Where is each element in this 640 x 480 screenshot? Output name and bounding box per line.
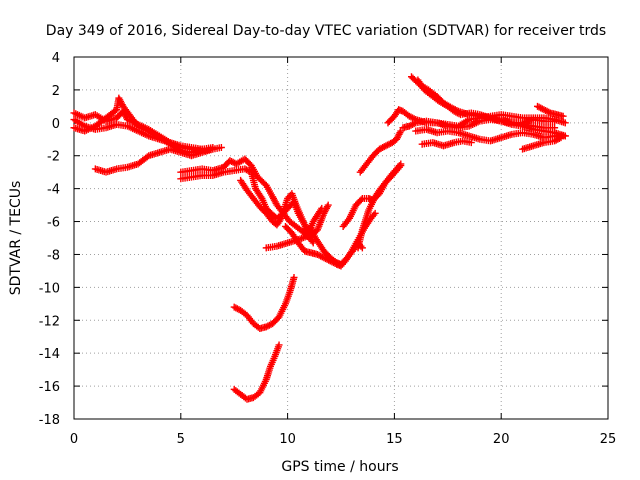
series-track-k <box>339 160 405 230</box>
x-tick-label: 10 <box>279 432 296 447</box>
data-point <box>397 160 405 168</box>
data-point <box>209 145 217 153</box>
series-track-r <box>418 137 475 150</box>
x-axis-label: GPS time / hours <box>281 459 398 475</box>
data-point <box>357 196 365 204</box>
data-point <box>555 134 563 142</box>
x-tick-label: 20 <box>493 432 510 447</box>
y-tick-label: -4 <box>47 183 60 198</box>
data-point <box>371 209 379 217</box>
y-tick-label: -2 <box>47 150 60 165</box>
series-track-l <box>356 127 405 176</box>
y-tick-label: -10 <box>39 281 60 296</box>
x-tick-label: 25 <box>600 432 617 447</box>
series-track-b <box>70 116 206 153</box>
y-tick-label: -8 <box>47 248 60 263</box>
data-point <box>275 341 283 349</box>
series-track-f <box>177 155 332 242</box>
data-point <box>561 119 569 127</box>
x-tick-label: 15 <box>386 432 403 447</box>
x-tick-labels: 0 5 10 15 20 25 <box>70 432 616 447</box>
data-point <box>561 132 569 140</box>
y-tick-label: -14 <box>39 347 60 362</box>
data-point <box>557 134 565 142</box>
series-track-q <box>412 125 569 145</box>
series-track-p <box>414 76 559 132</box>
series-track-s <box>519 134 565 153</box>
data-point <box>324 201 332 209</box>
plot-frame <box>73 56 609 420</box>
y-tick-label: -6 <box>47 216 60 231</box>
data-point <box>318 204 326 212</box>
y-tick-label: 2 <box>52 84 60 99</box>
y-tick-label: -18 <box>39 413 60 428</box>
series-track-c <box>70 94 217 156</box>
axis-ticks <box>73 56 609 420</box>
data-point <box>217 144 225 151</box>
x-tick-label: 5 <box>177 432 185 447</box>
y-tick-label: 0 <box>52 117 60 132</box>
data-point <box>410 120 418 128</box>
chart-title: Day 349 of 2016, Sidereal Day-to-day VTE… <box>46 23 606 39</box>
series-track-u <box>230 273 298 332</box>
y-tick-labels: 4 2 0 -2 -4 -6 -8 -10 -12 -14 -16 -18 <box>39 51 60 428</box>
y-axis-label: SDTVAR / TECUs <box>8 181 24 296</box>
data-point <box>559 112 567 120</box>
series-track-g <box>237 176 326 235</box>
series-track-v <box>230 341 283 403</box>
data-points <box>70 73 569 403</box>
data-point <box>551 124 559 132</box>
data-point <box>290 273 298 281</box>
y-tick-label: -12 <box>39 314 60 329</box>
series-track-t <box>534 102 567 120</box>
series-track-d <box>91 145 217 176</box>
y-tick-label: 4 <box>52 51 60 66</box>
x-tick-label: 0 <box>70 432 78 447</box>
data-point <box>545 108 553 116</box>
y-tick-label: -16 <box>39 380 60 395</box>
data-point <box>467 139 475 147</box>
